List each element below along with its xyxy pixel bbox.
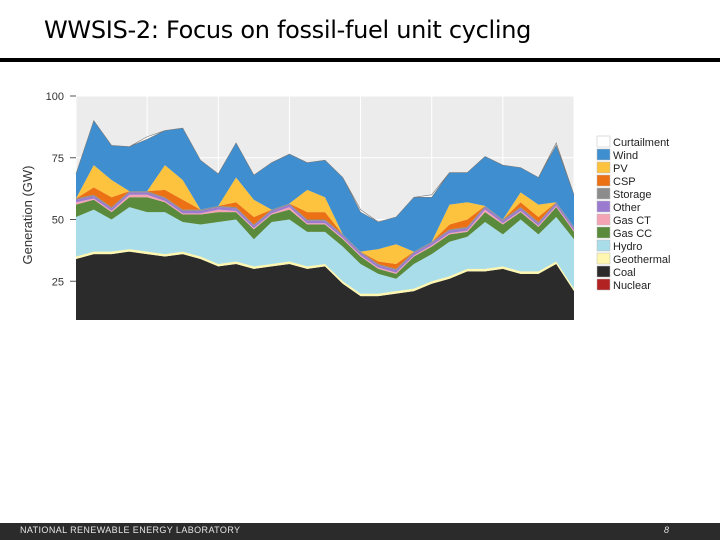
legend-label: Other <box>613 202 641 214</box>
legend-swatch-coal <box>596 265 611 278</box>
legend-swatch-gas-ct <box>596 213 611 226</box>
area-wind <box>76 120 574 252</box>
legend-label: Hydro <box>613 241 642 253</box>
legend-label: Curtailment <box>613 137 669 149</box>
y-tick-label: 25 <box>52 276 64 288</box>
y-axis: 0255075100 <box>46 91 76 288</box>
area-coal <box>76 251 574 320</box>
legend-swatch-storage <box>596 187 611 200</box>
legend-label: Wind <box>613 150 638 162</box>
stacked-areas <box>75 120 575 320</box>
area-curtailment <box>75 120 575 223</box>
legend-swatch-geothermal <box>596 252 611 265</box>
legend-label: Gas CT <box>613 215 651 227</box>
footer-organization: NATIONAL RENEWABLE ENERGY LABORATORY <box>20 525 241 535</box>
y-tick-label: 100 <box>46 91 64 103</box>
area-gas-ct <box>76 194 574 274</box>
legend-swatch-curtailment <box>596 135 611 148</box>
legend-swatch-wind <box>596 148 611 161</box>
legend-swatch-pv <box>596 161 611 174</box>
legend-label: Storage <box>613 189 652 201</box>
legend-swatch-other <box>596 200 611 213</box>
legend-label: Coal <box>613 267 636 279</box>
legend-label: Nuclear <box>613 280 651 292</box>
legend-label: Geothermal <box>613 254 670 266</box>
page-number: 8 <box>664 525 670 535</box>
title-divider <box>0 58 720 62</box>
y-axis-label: Generation (GW) <box>20 166 35 265</box>
legend-swatch-gas-cc <box>596 226 611 239</box>
legend-swatch-nuclear <box>596 278 611 291</box>
area-other <box>76 192 574 273</box>
y-tick-label: 75 <box>52 153 64 165</box>
legend-label: PV <box>613 163 628 175</box>
slide-title: WWSIS-2: Focus on fossil-fuel unit cycli… <box>44 16 532 44</box>
legend-swatch-csp <box>596 174 611 187</box>
generation-stack-chart: 0255075100 Mar 25Mar 26Mar 27Mar 28Mar 2… <box>20 91 670 320</box>
footer-bar: NATIONAL RENEWABLE ENERGY LABORATORY 8 <box>0 523 720 540</box>
y-tick-label: 50 <box>52 215 64 227</box>
area-gas-cc <box>76 197 574 279</box>
legend-label: Gas CC <box>613 228 652 240</box>
legend-label: CSP <box>613 176 636 188</box>
area-hydro <box>76 207 574 294</box>
legend-swatch-hydro <box>596 239 611 252</box>
